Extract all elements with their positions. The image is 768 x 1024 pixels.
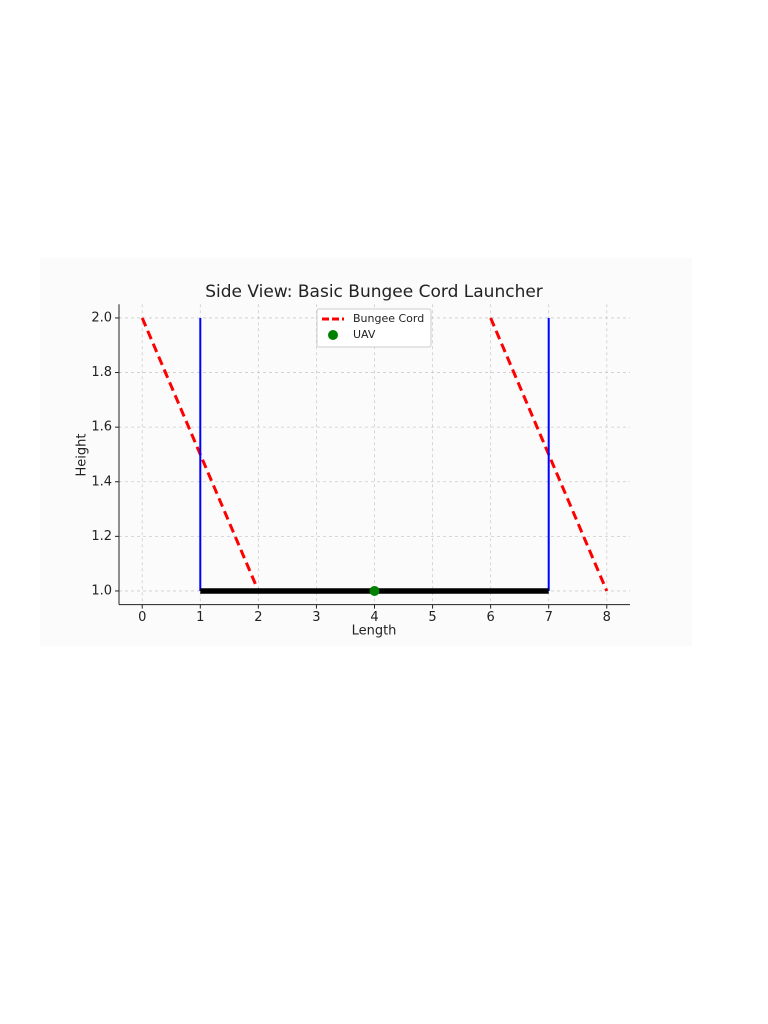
x-tick-label: 1 [196, 610, 204, 625]
x-axis-label: Length [352, 624, 397, 639]
x-tick-label: 5 [428, 610, 436, 625]
legend-label: Bungee Cord [353, 312, 424, 325]
legend-marker [328, 330, 338, 340]
x-tick-label: 7 [545, 610, 553, 625]
y-tick-label: 1.8 [91, 365, 112, 380]
uav-marker [369, 585, 380, 596]
x-tick-label: 3 [312, 610, 320, 625]
y-axis-label: Height [75, 434, 90, 477]
x-tick-label: 8 [603, 610, 611, 625]
x-tick-label: 2 [254, 610, 262, 625]
y-tick-label: 1.4 [91, 474, 112, 489]
x-tick-label: 0 [138, 610, 146, 625]
y-tick-label: 1.2 [91, 529, 112, 544]
x-tick-label: 6 [486, 610, 494, 625]
y-tick-label: 2.0 [91, 310, 112, 325]
chart-title: Side View: Basic Bungee Cord Launcher [205, 282, 543, 302]
y-tick-label: 1.0 [91, 583, 112, 598]
x-tick-label: 4 [370, 610, 378, 625]
legend-label: UAV [353, 328, 376, 341]
y-tick-label: 1.6 [91, 420, 112, 435]
legend-box [316, 308, 432, 348]
